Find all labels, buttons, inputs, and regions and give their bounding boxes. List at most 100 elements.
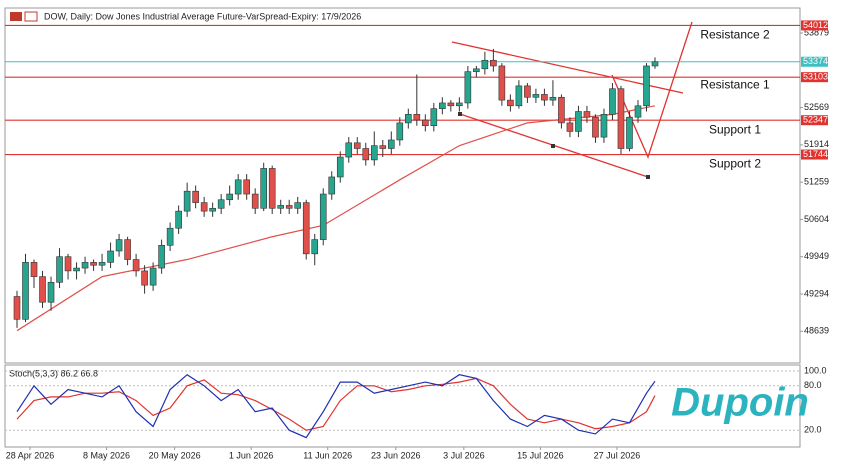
candle-body [56,256,63,283]
candle-body [524,85,531,98]
candle-body [430,108,438,127]
candle-body [149,267,157,286]
candle-body [405,114,412,124]
moving-average [16,105,656,332]
stoch-tick-label: 100.0 [804,365,827,375]
candle-body [294,202,302,209]
candle-body [115,239,123,252]
candle-body [532,94,540,98]
level-price: 51744 [803,149,828,159]
candle-body [217,199,225,209]
anchor [551,144,555,148]
candle-body [81,262,89,269]
candle-body [39,276,46,303]
candle-body [345,142,353,158]
candle-body [336,156,344,178]
x-tick-label: 28 Apr 2026 [6,450,55,460]
candle-body [90,262,97,266]
candle-body [498,65,506,101]
x-tick-label: 8 May 2026 [83,450,130,460]
y-tick-label: 50604 [804,214,829,224]
candle-body [387,139,395,149]
level-price: 52347 [803,115,828,125]
y-tick-label: 49949 [804,251,829,261]
icon [24,11,38,22]
candle-body [319,193,327,240]
stoch-title: Stoch(5,3,3) 86.2 66.8 [9,368,98,378]
candle-body [166,227,174,246]
candle-body [379,145,387,149]
candle-body [558,96,565,124]
level-name: Resistance 2 [700,28,770,42]
x-tick-label: 23 Jun 2026 [371,450,421,460]
candle-body [566,122,574,132]
candle-body [98,262,106,266]
candle-body [124,239,131,260]
level-price: 54012 [803,20,828,30]
candle-body [175,210,182,229]
candle-body [277,205,285,209]
anchor [458,112,462,116]
candle-body [575,111,582,132]
candle-body [243,179,250,195]
candle-body [370,145,378,161]
candle-body [651,61,659,67]
x-tick-label: 1 Jun 2026 [229,450,274,460]
y-tick-label: 48639 [804,326,829,336]
candle-body [583,111,591,118]
candle-body [592,116,599,138]
candle-body [609,88,616,115]
candle-body [22,262,29,320]
candle-body [353,142,361,149]
current-price-label: 53374 [803,56,828,66]
candle-body [13,296,21,320]
main-frame [4,7,801,364]
candle-body [541,94,548,101]
candle-body [226,193,233,201]
candle-body [439,102,446,109]
stoch-frame [4,364,801,448]
candle-body [132,259,140,272]
candle-body [73,267,80,272]
candle-body [107,250,114,263]
x-tick-label: 27 Jul 2026 [594,450,641,460]
candle-body [507,99,514,107]
y-tick-label: 52569 [804,102,829,112]
candle-body [200,202,208,212]
icon [10,12,22,21]
stoch-tick-label: 20.0 [804,425,822,435]
candle-body [515,85,523,107]
y-tick-label: 51259 [804,177,829,187]
level-tag [801,149,828,160]
candle-body [617,88,625,149]
level-tag [801,20,828,31]
level-price: 53103 [803,72,828,82]
candle-body [268,168,276,209]
watermark: Dupoin [671,381,809,425]
candle-body [490,59,497,67]
y-tick-label: 49294 [804,288,829,298]
x-tick-label: 11 Jun 2026 [303,450,352,460]
candle-body [413,114,421,121]
candle-body [192,190,199,203]
candle-body [311,239,319,255]
candle-body [209,207,216,212]
candle-body [473,68,480,72]
candle-body [30,262,38,277]
candle-body [234,179,242,195]
candle-body [422,119,429,127]
candle-body [600,114,608,138]
candle-body [183,190,191,212]
x-tick-label: 15 Jul 2026 [517,450,564,460]
candle-body [362,148,370,161]
candle-body [302,202,310,255]
candle-body [158,244,165,269]
level-tag [801,115,828,126]
stoch-d [16,377,656,431]
candle-body [447,102,455,107]
trendlines [451,21,693,179]
candle-body [396,122,404,141]
candle-body [464,71,472,104]
candle-body [47,281,55,303]
